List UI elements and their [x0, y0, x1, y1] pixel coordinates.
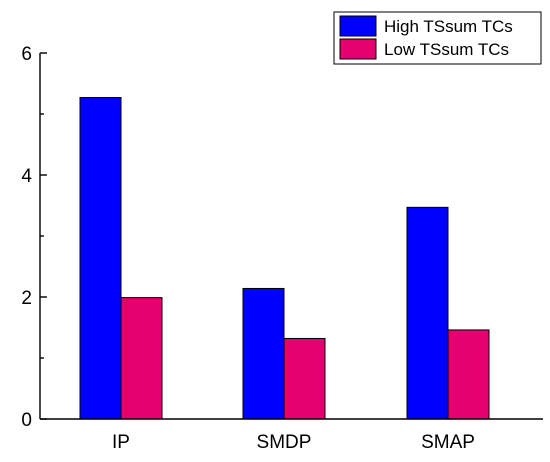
bar-low-smdp — [283, 337, 326, 420]
x-tick-label-smap: SMAP — [421, 432, 475, 453]
bars-layer — [79, 97, 490, 420]
y-tick-label: 2 — [21, 288, 32, 309]
bar-high-smap — [406, 206, 449, 420]
legend-label-high: High TSsum TCs — [384, 17, 513, 36]
bar-high-smdp — [242, 287, 285, 420]
y-tick-label: 4 — [21, 166, 32, 187]
legend-swatch-low — [339, 38, 377, 60]
y-tick-label: 6 — [21, 44, 32, 65]
x-tick-label-ip: IP — [112, 432, 130, 453]
legend-label-low: Low TSsum TCs — [384, 40, 509, 59]
legend: High TSsum TCs Low TSsum TCs — [333, 11, 542, 65]
legend-swatch-high — [339, 15, 377, 37]
bar-low-ip — [120, 297, 163, 420]
y-tick-label: 0 — [21, 410, 32, 431]
ticks-layer: 0 2 4 6 IP SMDP SMAP — [21, 44, 475, 453]
bar-low-smap — [447, 329, 490, 420]
x-tick-label-smdp: SMDP — [257, 432, 312, 453]
bar-high-ip — [79, 97, 122, 420]
